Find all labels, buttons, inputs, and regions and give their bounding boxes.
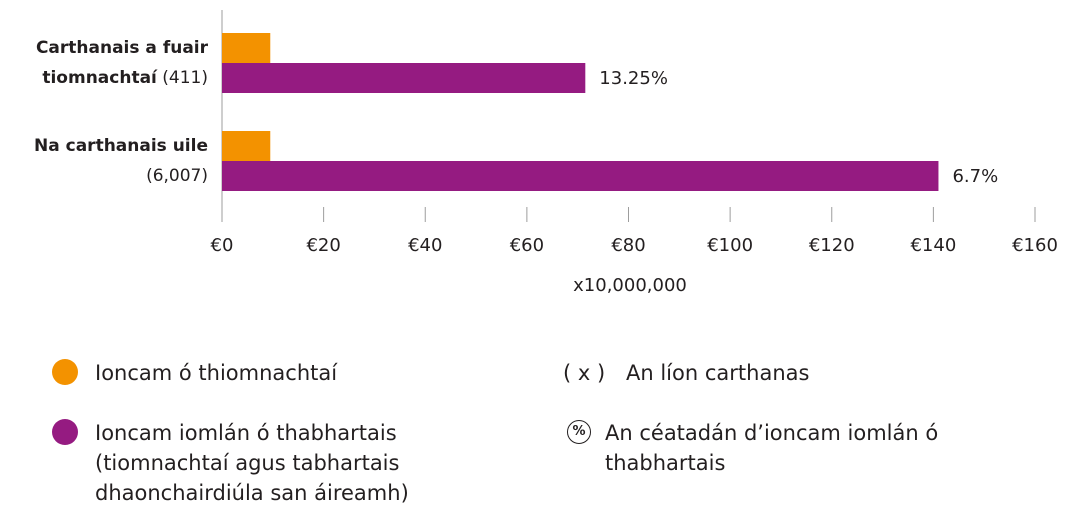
category-label: Na carthanais uile (6,007) <box>16 131 208 191</box>
x-tick-label: €20 <box>306 235 340 256</box>
chart: x10,000,000 €0 €20 €40 €60 €80 €100 €120 €140 €1… <box>211 10 1058 296</box>
x-tick-label: €140 <box>910 235 956 256</box>
bar <box>222 63 586 93</box>
bar-annotation: 13.25% <box>599 68 668 89</box>
x-tick-label: €160 <box>1012 235 1058 256</box>
x-tick-label: €120 <box>809 235 855 256</box>
legend-symbol: ( x ) <box>563 361 606 385</box>
legend-note: An céatadán d’ioncam iomlán ó thabhartai… <box>605 421 939 475</box>
x-tick-label: €0 <box>211 235 234 256</box>
x-tick-label: €60 <box>510 235 544 256</box>
bar <box>222 131 271 161</box>
legend-label: Ioncam iomlán ó thabhartais (tiomnachtaí… <box>95 421 409 505</box>
category-name: Na carthanais uile <box>34 136 208 156</box>
legend-swatch <box>52 359 78 385</box>
legend-swatch <box>52 419 78 445</box>
bar <box>222 161 939 191</box>
category-label: Carthanais a fuair tiomnachtaí (411) <box>16 33 208 93</box>
category-count: (6,007) <box>146 166 208 186</box>
x-tick-label: €80 <box>611 235 645 256</box>
category-count: (411) <box>162 68 208 88</box>
x-tick-label: €40 <box>408 235 442 256</box>
category-name: Carthanais a fuair tiomnachtaí <box>35 38 208 88</box>
bar-annotation: 6.7% <box>952 166 998 187</box>
x-axis-label: x10,000,000 <box>573 275 687 296</box>
x-tick-label: €100 <box>707 235 753 256</box>
legend-symbol: % <box>567 420 591 444</box>
legend-note: An líon carthanas <box>626 361 810 385</box>
legend-label: Ioncam ó thiomnachtaí <box>95 361 338 385</box>
bar <box>222 33 271 63</box>
